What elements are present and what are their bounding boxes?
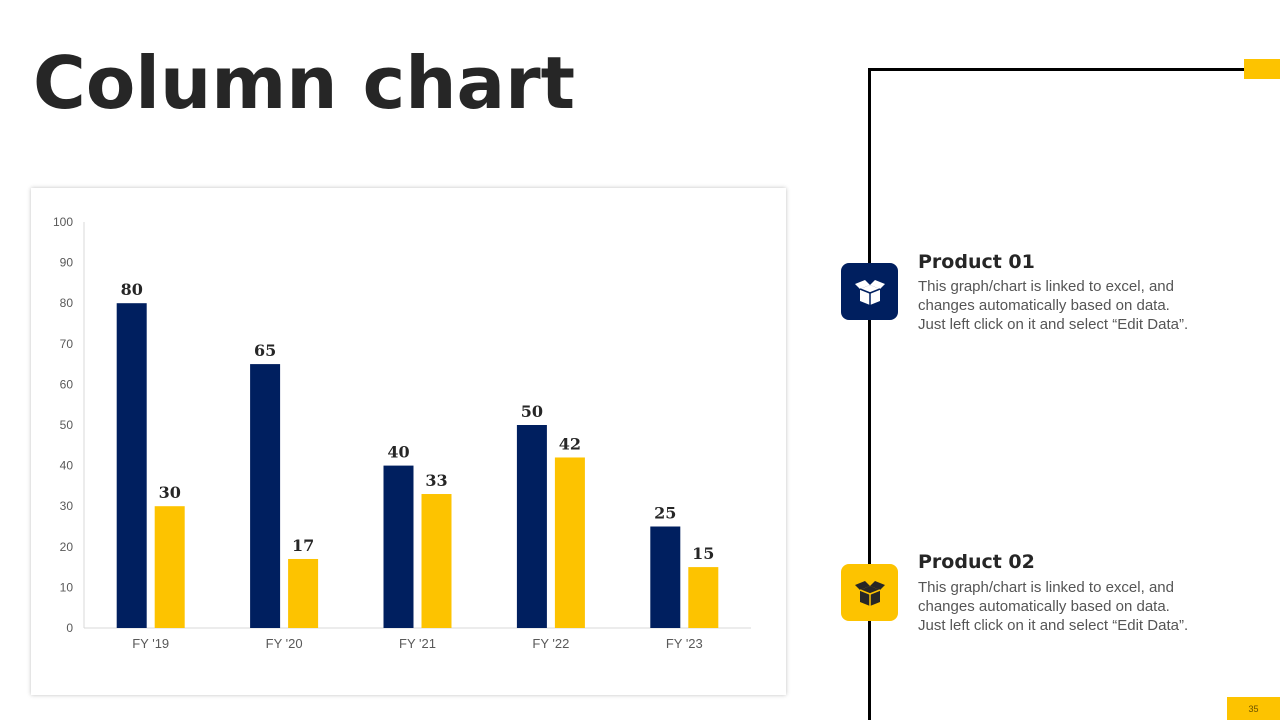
bar xyxy=(116,303,147,628)
data-label: 25 xyxy=(654,504,676,523)
product-01-desc-line-2: changes automatically based on data. xyxy=(918,297,1170,314)
data-label: 40 xyxy=(387,443,409,462)
y-tick-label: 100 xyxy=(53,215,73,229)
y-tick-label: 40 xyxy=(60,459,74,473)
data-label: 30 xyxy=(159,483,181,502)
accent-bar xyxy=(1244,59,1280,79)
timeline-vertical-line xyxy=(868,68,871,720)
bar xyxy=(154,506,185,628)
bar xyxy=(650,526,681,628)
bar xyxy=(554,457,585,628)
bar xyxy=(516,425,547,628)
bar xyxy=(383,465,414,628)
bar xyxy=(421,494,452,628)
product-02-box-icon xyxy=(841,564,898,621)
product-01-desc-line-1: This graph/chart is linked to excel, and xyxy=(918,278,1174,295)
product-01-description: This graph/chart is linked to excel, and… xyxy=(918,277,1238,334)
x-tick-label: FY '23 xyxy=(666,636,703,651)
y-tick-label: 30 xyxy=(60,499,74,513)
bar xyxy=(288,558,319,628)
bar xyxy=(250,364,281,628)
data-label: 33 xyxy=(425,471,447,490)
product-02-desc-line-2: changes automatically based on data. xyxy=(918,598,1170,615)
x-tick-label: FY '19 xyxy=(132,636,169,651)
y-tick-label: 60 xyxy=(60,377,74,391)
open-box-icon xyxy=(854,279,885,305)
y-tick-label: 80 xyxy=(60,296,74,310)
bar xyxy=(688,567,719,628)
y-tick-label: 0 xyxy=(66,621,73,635)
product-01-title: Product 01 xyxy=(918,251,1035,273)
y-tick-label: 70 xyxy=(60,337,74,351)
page-number: 35 xyxy=(1227,697,1280,720)
data-label: 17 xyxy=(292,536,314,555)
data-label: 80 xyxy=(121,280,143,299)
product-02-desc-line-1: This graph/chart is linked to excel, and xyxy=(918,579,1174,596)
product-02-desc-line-3: Just left click on it and select “Edit D… xyxy=(918,617,1189,634)
column-chart[interactable]: 0 10 20 30 40 50 60 70 80 90 100 FY '19 80 30 FY '20 65… xyxy=(31,188,786,695)
product-01-box-icon xyxy=(841,263,898,320)
product-02-description: This graph/chart is linked to excel, and… xyxy=(918,578,1238,635)
x-tick-label: FY '20 xyxy=(266,636,303,651)
data-label: 42 xyxy=(559,434,581,453)
x-tick-label: FY '22 xyxy=(532,636,569,651)
x-tick-label: FY '21 xyxy=(399,636,436,651)
data-label: 15 xyxy=(692,544,714,563)
chart-container[interactable]: 0 10 20 30 40 50 60 70 80 90 100 FY '19 80 30 FY '20 65… xyxy=(31,188,786,695)
y-tick-label: 20 xyxy=(60,540,74,554)
data-label: 65 xyxy=(254,341,276,360)
product-01-desc-line-3: Just left click on it and select “Edit D… xyxy=(918,316,1189,333)
page-title: Column chart xyxy=(33,41,576,125)
open-box-icon xyxy=(854,580,885,606)
y-tick-label: 50 xyxy=(60,418,74,432)
product-02-title: Product 02 xyxy=(918,551,1035,573)
data-label: 50 xyxy=(521,402,543,421)
timeline-horizontal-line xyxy=(868,68,1280,71)
y-tick-label: 90 xyxy=(60,256,74,270)
y-tick-label: 10 xyxy=(60,580,74,594)
